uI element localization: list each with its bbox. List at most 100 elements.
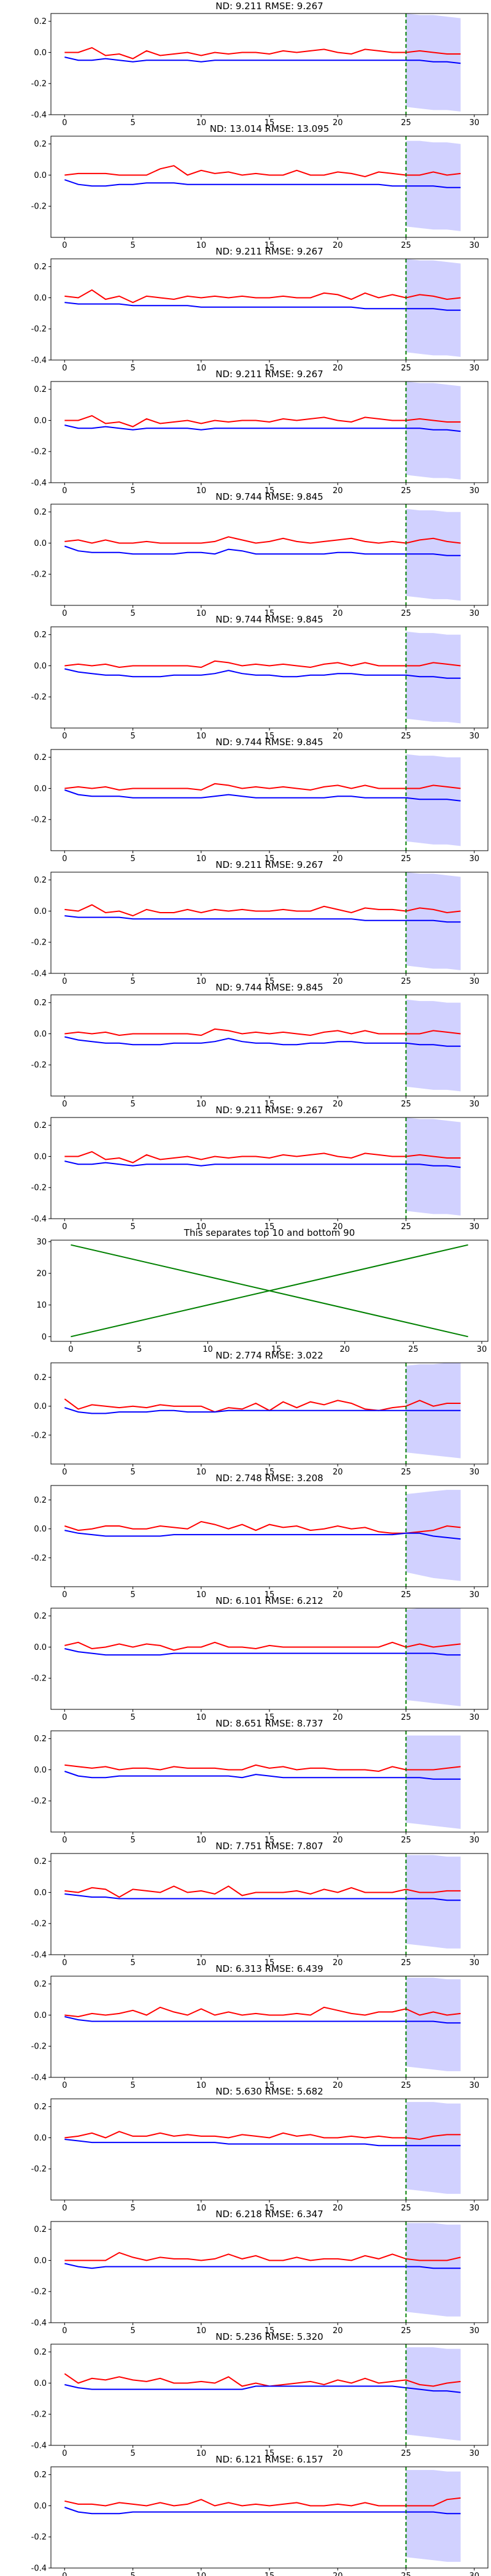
y-tick-label: 20 xyxy=(36,1270,47,1279)
y-tick-label: 0.0 xyxy=(34,2134,47,2143)
x-tick-label: 30 xyxy=(469,486,479,496)
series-line-actual xyxy=(64,1764,461,1773)
chart-title: ND: 9.744 RMSE: 9.845 xyxy=(215,737,323,748)
x-tick-label: 25 xyxy=(401,1590,411,1600)
forecast-band xyxy=(406,754,461,846)
x-tick-label: 5 xyxy=(130,2204,135,2213)
chart-title: This separates top 10 and bottom 90 xyxy=(184,1227,355,1238)
series-line-predicted xyxy=(71,1244,468,1338)
forecast-band xyxy=(406,13,461,112)
y-tick-label: -0.4 xyxy=(31,2319,47,2328)
series-line-predicted xyxy=(64,1648,461,1656)
x-tick-label: 20 xyxy=(333,2204,343,2213)
forecast-band xyxy=(406,631,461,724)
chart-title: ND: 9.744 RMSE: 9.845 xyxy=(215,491,323,502)
x-tick-label: 10 xyxy=(196,241,206,250)
chart-panel: ND: 13.014 RMSE: 13.095 0.2 0.0 -0.2 0 5 10 15 2… xyxy=(31,123,489,250)
forecast-band xyxy=(406,1490,461,1581)
y-tick-label: -0.2 xyxy=(31,325,47,334)
series-line-actual xyxy=(64,1151,461,1163)
y-tick-label: 0.0 xyxy=(34,907,47,916)
series-line-predicted xyxy=(64,2016,461,2024)
series-line-actual xyxy=(64,289,461,304)
series-line-actual xyxy=(64,1885,461,1898)
series-line-predicted xyxy=(64,668,461,679)
x-tick-label: 5 xyxy=(137,1345,142,1354)
x-tick-label: 10 xyxy=(196,1100,206,1109)
series-line-predicted xyxy=(64,1893,461,1901)
forecast-band xyxy=(406,2470,461,2562)
x-tick-label: 10 xyxy=(196,1468,206,1477)
series-line-actual xyxy=(64,47,461,59)
chart-title: ND: 2.774 RMSE: 3.022 xyxy=(215,1350,323,1361)
x-tick-label: 20 xyxy=(333,1958,343,1968)
x-tick-label: 5 xyxy=(130,2326,135,2336)
x-tick-label: 10 xyxy=(196,609,206,618)
series-line-actual xyxy=(64,2006,461,2018)
x-tick-label: 0 xyxy=(68,1345,73,1354)
x-tick-label: 20 xyxy=(333,2449,343,2458)
x-tick-label: 5 xyxy=(130,2572,135,2576)
x-tick-label: 20 xyxy=(333,2572,343,2576)
x-tick-label: 15 xyxy=(265,118,275,128)
y-tick-label: 0.0 xyxy=(34,784,47,794)
series-line-predicted xyxy=(64,2507,461,2515)
x-tick-label: 5 xyxy=(130,2081,135,2090)
x-tick-label: 25 xyxy=(401,854,411,864)
forecast-band xyxy=(406,2223,461,2317)
x-tick-label: 5 xyxy=(130,2449,135,2458)
chart-panel: ND: 5.236 RMSE: 5.320 0.2 0.0 -0.2 -0.4 0 5 10 1… xyxy=(31,2331,489,2458)
forecast-band xyxy=(406,999,461,1092)
x-tick-label: 25 xyxy=(401,1100,411,1109)
forecast-band xyxy=(406,508,461,601)
y-tick-label: -0.4 xyxy=(31,111,47,120)
y-tick-label: -0.2 xyxy=(31,2042,47,2052)
y-tick-label: 0 xyxy=(42,1333,47,1342)
x-tick-label: 5 xyxy=(130,854,135,864)
x-tick-label: 15 xyxy=(265,1713,275,1722)
y-tick-label: 0.2 xyxy=(34,1373,47,1382)
y-tick-label: -0.2 xyxy=(31,938,47,948)
chart-panel: ND: 6.313 RMSE: 6.439 0.2 0.0 -0.2 -0.4 0 5 10 1… xyxy=(31,1963,489,2090)
y-tick-label: 0.2 xyxy=(34,1496,47,1505)
x-tick-label: 15 xyxy=(265,609,275,618)
y-tick-label: 0.0 xyxy=(34,2256,47,2266)
chart-title: ND: 5.236 RMSE: 5.320 xyxy=(215,2331,323,2342)
x-tick-label: 25 xyxy=(401,1836,411,1845)
series-line-actual xyxy=(64,1520,461,1534)
series-line-predicted xyxy=(64,2384,461,2393)
chart-title: ND: 9.211 RMSE: 9.267 xyxy=(215,1105,323,1116)
series-line-predicted xyxy=(64,1160,461,1168)
chart-title: ND: 6.101 RMSE: 6.212 xyxy=(215,1595,323,1606)
x-tick-label: 20 xyxy=(333,241,343,250)
x-tick-label: 10 xyxy=(196,364,206,373)
chart-panel: ND: 9.211 RMSE: 9.267 0.2 0.0 -0.2 -0.4 0 5 10 1… xyxy=(31,1,489,128)
y-tick-label: 0.0 xyxy=(34,2502,47,2511)
x-tick-label: 30 xyxy=(469,1222,479,1232)
x-tick-label: 0 xyxy=(62,364,67,373)
x-tick-label: 15 xyxy=(265,1958,275,1968)
x-tick-label: 30 xyxy=(469,2449,479,2458)
y-tick-label: -0.4 xyxy=(31,479,47,488)
x-tick-label: 30 xyxy=(469,364,479,373)
forecast-band xyxy=(406,381,461,480)
x-tick-label: 25 xyxy=(401,2449,411,2458)
y-tick-label: 0.2 xyxy=(34,631,47,640)
series-line-predicted xyxy=(64,789,461,802)
x-tick-label: 20 xyxy=(333,854,343,864)
x-tick-label: 30 xyxy=(477,1345,487,1354)
x-tick-label: 10 xyxy=(196,732,206,741)
chart-title: ND: 9.211 RMSE: 9.267 xyxy=(215,1,323,12)
series-line-predicted xyxy=(64,545,461,556)
x-tick-label: 0 xyxy=(62,2081,67,2090)
x-tick-label: 20 xyxy=(333,977,343,986)
series-line-actual xyxy=(64,1398,461,1413)
series-line-actual xyxy=(64,904,461,917)
series-line-predicted xyxy=(64,424,461,432)
series-line-actual xyxy=(64,660,461,669)
x-tick-label: 20 xyxy=(333,1713,343,1722)
x-tick-label: 0 xyxy=(62,1222,67,1232)
y-tick-label: -0.2 xyxy=(31,1431,47,1440)
x-tick-label: 5 xyxy=(130,732,135,741)
x-tick-label: 10 xyxy=(196,1713,206,1722)
